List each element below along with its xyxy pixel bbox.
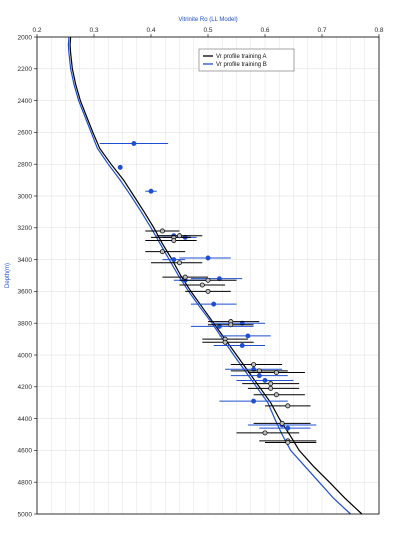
- y-ticks: 2000 2200 2400 2600 2800 3000 3200 3400 3600 3800…: [18, 34, 37, 518]
- data-point: [268, 385, 274, 391]
- y-tick-label: 2000: [18, 34, 33, 41]
- data-point: [205, 288, 211, 294]
- data-point: [148, 188, 154, 194]
- data-point: [228, 322, 234, 328]
- y-tick-label: 2600: [18, 130, 33, 137]
- data-point: [211, 301, 217, 307]
- x-tick-label: 0.5: [203, 27, 212, 34]
- data-point: [182, 274, 188, 280]
- x-tick-label: 0.2: [32, 27, 41, 34]
- data-point: [268, 381, 274, 387]
- y-tick-label: 3600: [18, 289, 33, 296]
- data-point: [222, 339, 228, 345]
- data-point: [285, 425, 291, 431]
- y-tick-label: 4600: [18, 448, 33, 455]
- x-tick-label: 0.8: [374, 27, 383, 34]
- data-point: [262, 377, 268, 383]
- data-point: [285, 403, 291, 409]
- legend-label-b: Vr profile training B: [216, 62, 267, 68]
- data-point: [177, 233, 182, 239]
- x-tick-label: 0.4: [146, 27, 155, 34]
- legend-label-a: Vr profile training A: [216, 54, 266, 60]
- data-point: [205, 255, 211, 261]
- y-tick-label: 5000: [18, 511, 33, 518]
- profile-line: [69, 36, 363, 515]
- data-point: [159, 228, 165, 234]
- data-point: [251, 362, 257, 367]
- legend-box: [198, 48, 295, 72]
- line-series-0: [69, 36, 363, 515]
- data-point: [251, 366, 257, 372]
- data-point: [262, 430, 268, 436]
- y-tick-label: 2800: [18, 162, 33, 169]
- line-series-1: [67, 36, 351, 515]
- data-point: [131, 141, 137, 146]
- y-tick-label: 4400: [18, 416, 33, 423]
- data-point: [273, 370, 279, 375]
- plot-frame: [36, 36, 380, 515]
- measured-series-3: [145, 228, 317, 445]
- data-point: [171, 238, 177, 243]
- data-point: [216, 276, 222, 282]
- data-point: [239, 320, 245, 326]
- y-tick-label: 4200: [18, 384, 33, 391]
- y-tick-label: 3400: [18, 257, 33, 264]
- data-point: [256, 373, 262, 379]
- data-point: [251, 398, 257, 404]
- data-point: [171, 257, 177, 263]
- data-point: [177, 260, 182, 266]
- x-tick-label: 0.6: [260, 27, 269, 34]
- y-tick-label: 3800: [18, 321, 33, 328]
- data-point: [273, 392, 279, 398]
- data-point: [239, 343, 245, 348]
- measured-series-2: [99, 141, 317, 431]
- data-point: [205, 277, 211, 283]
- data-point: [216, 323, 222, 329]
- data-point: [256, 368, 262, 374]
- y-tick-label: 4000: [18, 352, 33, 359]
- data-point: [279, 420, 285, 426]
- data-point: [117, 164, 123, 170]
- x-tick-label: 0.7: [317, 27, 326, 34]
- data-point: [199, 282, 205, 288]
- data-point: [285, 440, 291, 445]
- profile-line: [67, 36, 351, 515]
- y-axis-title: Depth(m): [5, 263, 11, 288]
- data-point: [159, 249, 165, 255]
- y-tick-label: 3200: [18, 225, 33, 232]
- data-point: [245, 333, 251, 339]
- y-tick-label: 4800: [18, 480, 33, 487]
- legend: Vr profile training A Vr profile trainin…: [198, 48, 295, 72]
- y-tick-label: 3000: [18, 193, 33, 200]
- series: [67, 36, 363, 515]
- x-tick-label: 0.3: [89, 27, 98, 34]
- x-ticks: 0.2 0.3 0.4 0.5 0.6 0.7 0.8: [32, 27, 384, 37]
- y-tick-label: 2400: [18, 98, 33, 105]
- x-axis-title: Vitrinite Ro (LL Model): [178, 17, 237, 23]
- y-tick-label: 2200: [18, 66, 33, 73]
